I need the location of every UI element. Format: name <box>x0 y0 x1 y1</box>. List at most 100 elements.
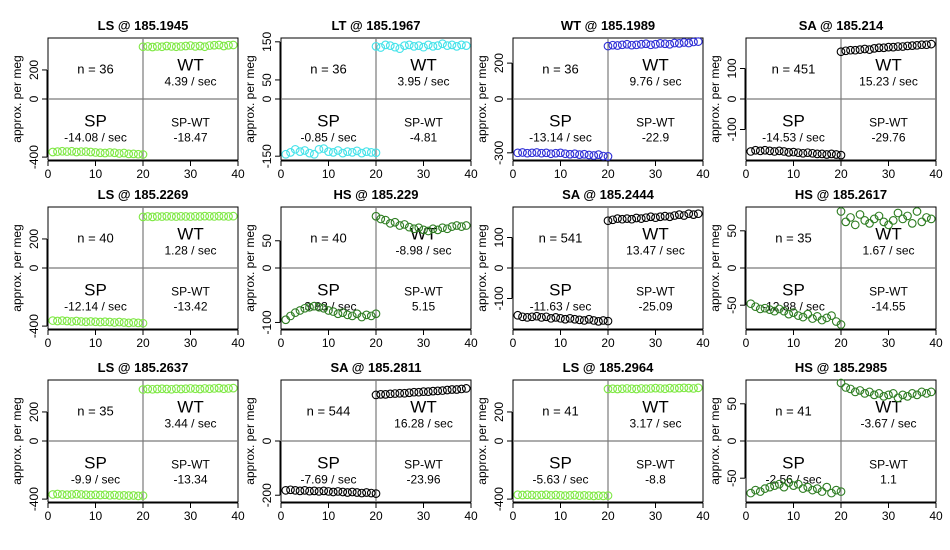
wt-point <box>148 384 157 394</box>
sp-point <box>133 491 143 501</box>
sp-point <box>72 316 81 326</box>
wt-rate: 1.28 / sec <box>164 244 216 258</box>
wt-point <box>603 41 613 51</box>
wt-point <box>395 44 405 54</box>
sp-point <box>751 485 760 495</box>
sp-point <box>831 485 841 495</box>
sp-point <box>105 148 115 157</box>
y-tick-label: -50 <box>725 296 739 314</box>
sp-point <box>579 490 589 500</box>
wt-point <box>608 215 618 225</box>
sp-point <box>831 150 841 159</box>
wt-point <box>850 45 860 55</box>
wt-point <box>874 389 884 398</box>
sp-point <box>53 316 62 326</box>
wt-point <box>879 392 889 401</box>
wt-point <box>608 40 618 50</box>
sp-point <box>822 482 832 492</box>
sp-point <box>575 150 584 159</box>
sp-point <box>138 491 148 500</box>
wt-point <box>926 39 936 49</box>
sp-point <box>803 148 813 158</box>
sp-point <box>366 311 376 321</box>
wt-point <box>884 42 893 52</box>
sp-point <box>560 491 570 500</box>
wt-point <box>603 216 613 226</box>
y-tick-label: 50 <box>260 234 274 248</box>
x-tick-label: 0 <box>510 336 517 350</box>
sp-point <box>76 317 86 326</box>
wt-point <box>860 216 870 225</box>
wt-point <box>138 42 148 52</box>
spwt-label: SP-WT <box>636 458 675 472</box>
sp-point <box>817 149 827 159</box>
sp-label: SP <box>549 454 572 473</box>
sp-point <box>765 482 775 492</box>
panel-title: LS @ 185.2269 <box>98 187 189 202</box>
wt-point <box>912 207 922 216</box>
sp-point <box>760 303 770 313</box>
x-tick-label: 0 <box>510 509 517 523</box>
sp-point <box>347 311 357 321</box>
wt-point <box>898 390 908 400</box>
wt-point <box>181 41 191 51</box>
sp-point <box>100 490 110 500</box>
sp-point <box>537 313 546 322</box>
wt-point <box>428 224 438 234</box>
wt-point <box>438 223 447 233</box>
wt-point <box>371 42 381 51</box>
wt-point <box>907 389 917 398</box>
wt-rate: 3.17 / sec <box>629 417 681 431</box>
wt-point <box>209 212 219 221</box>
wt-point <box>641 213 651 223</box>
wt-point <box>228 40 238 50</box>
sp-point <box>836 150 846 160</box>
wt-point <box>385 218 395 228</box>
wt-point <box>684 209 694 219</box>
wt-point <box>693 209 703 219</box>
x-tick-label: 30 <box>882 336 896 350</box>
wt-point <box>171 212 181 221</box>
wt-point <box>461 41 471 50</box>
wt-point <box>674 39 684 48</box>
sp-point <box>76 490 86 499</box>
x-tick-label: 0 <box>743 509 750 523</box>
sp-point <box>541 490 551 500</box>
wt-point <box>660 384 670 394</box>
wt-point <box>651 383 660 393</box>
wt-point <box>903 392 912 401</box>
sp-point <box>779 147 789 156</box>
wt-point <box>419 225 428 235</box>
wt-point <box>869 214 879 224</box>
sp-rate: -13.14 / sec <box>529 131 592 145</box>
wt-point <box>414 223 424 233</box>
y-tick-label: 0 <box>260 437 274 444</box>
wt-rate: 13.47 / sec <box>626 244 685 258</box>
sp-point <box>119 490 129 500</box>
wt-point <box>209 40 219 50</box>
sp-point <box>513 490 523 500</box>
wt-point <box>438 39 447 49</box>
sample-count: n = 36 <box>310 62 347 77</box>
wt-point <box>926 387 936 397</box>
wt-point <box>912 40 922 50</box>
x-tick-label: 20 <box>601 167 615 181</box>
sp-point <box>584 150 594 160</box>
wt-rate: 4.39 / sec <box>164 75 216 89</box>
wt-point <box>841 217 851 227</box>
sp-point <box>324 147 333 156</box>
spwt-label: SP-WT <box>171 285 210 299</box>
wt-point <box>865 387 874 397</box>
sp-label: SP <box>317 281 340 300</box>
sp-point <box>527 148 537 158</box>
wt-point <box>162 41 172 51</box>
wt-point <box>219 384 229 394</box>
sp-point <box>290 144 300 154</box>
wt-point <box>893 42 903 51</box>
sp-label: SP <box>549 281 572 300</box>
sp-point <box>789 481 798 490</box>
panel-title: HS @ 185.2985 <box>795 360 887 375</box>
